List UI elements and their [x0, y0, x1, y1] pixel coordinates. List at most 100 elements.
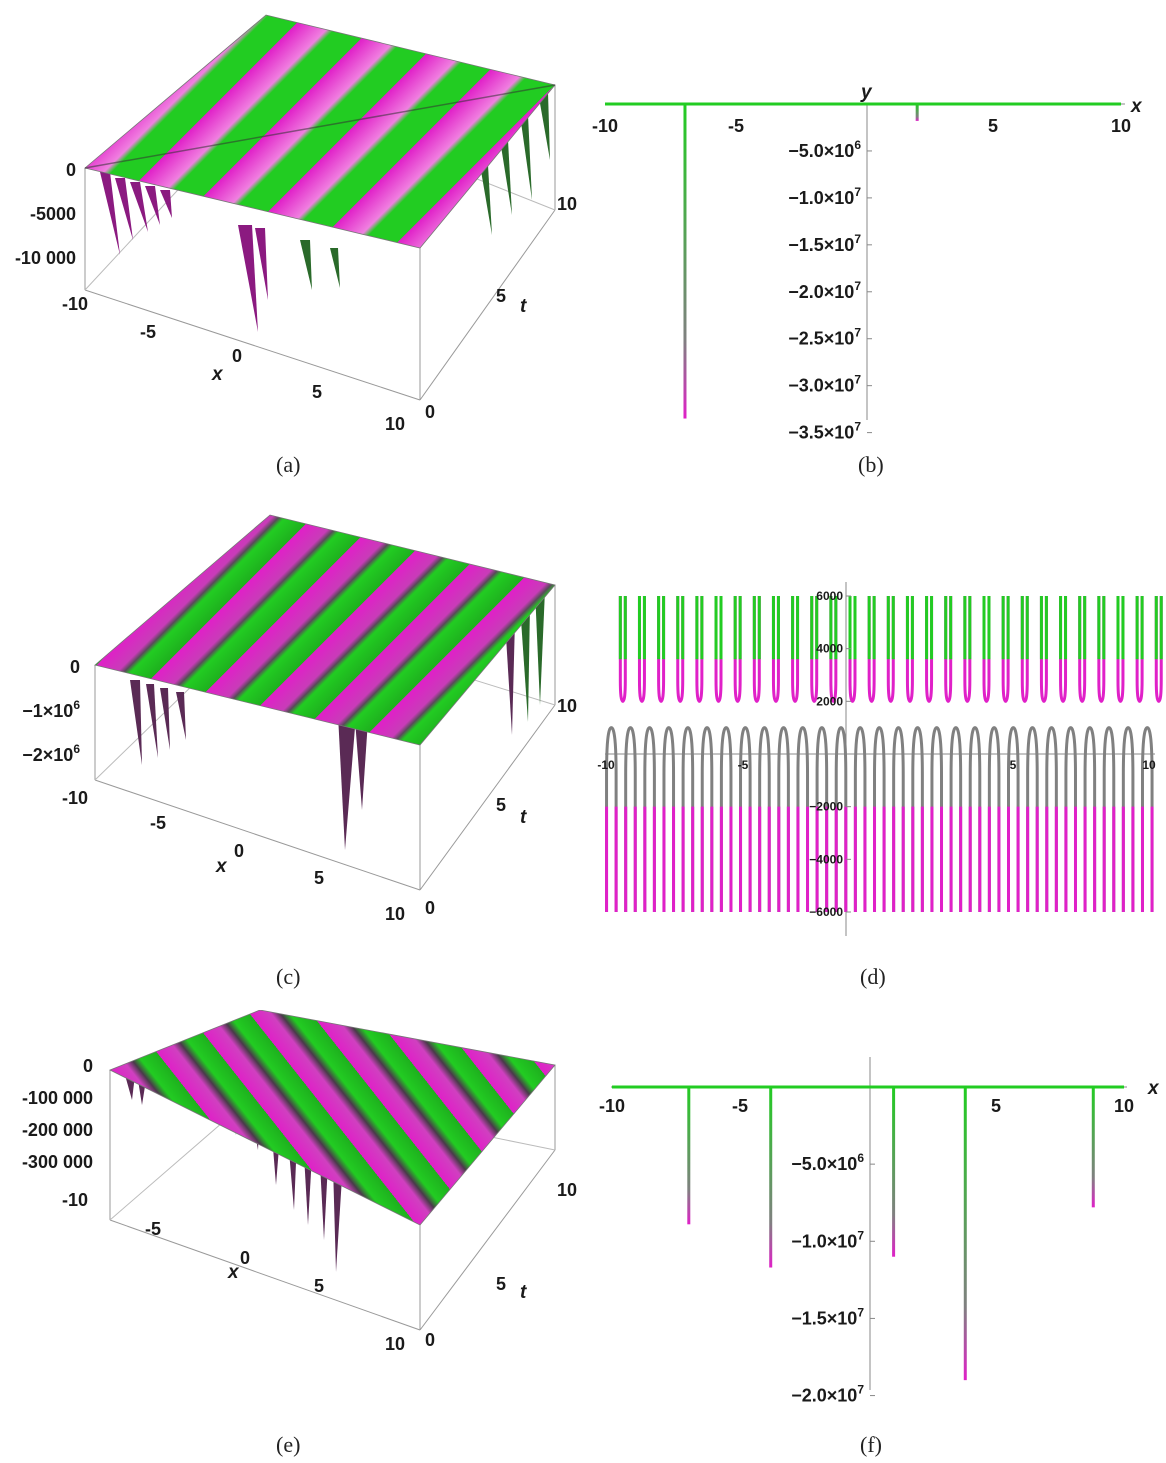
chart-b-ytick-label: −2.5×107 [788, 326, 861, 349]
chart-b-xtick-2: 5 [988, 116, 998, 136]
chart-a-ztick-1: -5000 [30, 204, 76, 224]
chart-a-xtick-1: -5 [140, 322, 156, 342]
chart-b-plot: −5.0×106 −1.0×107 −1.5×107 −2.0×107 −2.5×107… [592, 82, 1143, 440]
chart-f-ytick-label: −2.0×107 [791, 1383, 864, 1406]
chart-b-ytick-label: −1.0×107 [788, 185, 861, 208]
chart-d-ytick-label: −2000 [809, 800, 843, 814]
chart-f-spike [892, 1087, 896, 1257]
chart-d-gray-arc [796, 726, 810, 912]
chart-c-ztick-2: −-22×106 [22, 742, 80, 765]
chart-f-xtick-0: -10 [599, 1096, 625, 1116]
chart-b-ylabel: y [860, 82, 873, 103]
chart-c-xtick-2: 0 [234, 841, 244, 861]
chart-d-magenta-u [1135, 596, 1144, 703]
caption-b: (b) [858, 452, 884, 477]
chart-d-ytick-label: 4000 [816, 642, 843, 656]
chart-c-ttick-2: 10 [557, 696, 577, 716]
chart-d-magenta-u [1039, 596, 1048, 703]
chart-a-ztick-0: 0 [66, 160, 76, 180]
chart-b-spike [683, 104, 687, 419]
chart-d-gray-arc [681, 726, 695, 912]
chart-c-xtick-4: 10 [385, 904, 405, 924]
chart-a-xtick-2: 0 [232, 346, 242, 366]
chart-d-gray-arc [834, 726, 848, 912]
chart-a-ttick-0: 0 [425, 402, 435, 422]
chart-d-magenta-u [771, 596, 780, 703]
chart-d-magenta-u [1078, 596, 1087, 703]
chart-d-gray-arc [624, 726, 637, 912]
chart-d-ytick-label: 2000 [816, 694, 843, 708]
chart-c-ttick-1: 5 [496, 795, 506, 815]
chart-b-spike [915, 104, 919, 121]
chart-d-magenta-u [637, 596, 646, 703]
chart-c-tlabel: t [520, 807, 527, 828]
chart-d-gray-arc [758, 726, 771, 912]
chart-d-gray-arc [719, 726, 733, 912]
chart-e-ztick-2: -200 000 [22, 1120, 93, 1140]
chart-a-spikes [100, 92, 550, 332]
chart-d-magenta-u [848, 596, 857, 703]
chart-d-gray-arc [892, 726, 905, 912]
chart-d-magenta-u [829, 596, 838, 703]
chart-d-ytick-label: 6000 [816, 589, 843, 603]
chart-b-xlabel: x [1130, 96, 1143, 117]
chart-e-ttick-1: 5 [496, 1274, 506, 1294]
chart-b-ytick-label: −3.5×107 [788, 420, 861, 440]
chart-a-ztick-2: -10 000 [15, 248, 76, 268]
chart-d-magenta-u [1154, 596, 1163, 703]
chart-d-ytick-label: −4000 [809, 852, 843, 866]
chart-d-gray-arc [1140, 726, 1154, 912]
chart-d-magenta-u [982, 596, 991, 703]
chart-d-gray-arc [1083, 726, 1097, 912]
chart-f-spike [963, 1087, 967, 1381]
chart-d-magenta-u [810, 596, 819, 703]
chart-e-xtick-3: 5 [314, 1276, 324, 1296]
chart-c-xtick-0: -10 [62, 788, 88, 808]
chart-d-gray-arc [968, 726, 982, 912]
chart-d-magenta-u [1059, 596, 1068, 703]
chart-a-surface: 0 -5000 -10 000 -10 -5 0 5 10 x 0 5 10 t [15, 14, 577, 434]
chart-e-xlabel: x [227, 1262, 240, 1283]
chart-e-ztick-0: 0 [83, 1056, 93, 1076]
chart-d-magenta-u [618, 596, 627, 703]
chart-d-gray-arc [853, 726, 867, 912]
chart-a-xtick-4: 10 [385, 414, 405, 434]
chart-d-xtick-2: 5 [1010, 758, 1017, 772]
chart-e-ttick-2: 10 [557, 1180, 577, 1200]
chart-c-xtick-3: 5 [314, 868, 324, 888]
chart-e-xtick-1: -5 [145, 1219, 161, 1239]
chart-b-ytick-label: −3.0×107 [788, 373, 861, 396]
chart-d-magenta-u [676, 596, 685, 703]
chart-c-ztick-1: −-11×106 [22, 698, 80, 721]
chart-a-xtick-0: -10 [62, 294, 88, 314]
chart-f-xtick-3: 10 [1114, 1096, 1134, 1116]
chart-d-magenta-u [752, 596, 761, 703]
chart-c-xtick-1: -5 [150, 813, 166, 833]
chart-f-xtick-2: 5 [991, 1096, 1001, 1116]
chart-d-ytick-label: −6000 [809, 905, 843, 919]
chart-e-ztick-3: -300 000 [22, 1152, 93, 1172]
chart-d-gray-arc [662, 726, 676, 912]
chart-f-ytick-label: −1.0×107 [791, 1228, 864, 1251]
chart-b-ytick-label: −2.0×107 [788, 279, 861, 302]
chart-f-xlabel: x [1147, 1078, 1160, 1099]
chart-d-magenta-u [1001, 596, 1010, 703]
chart-d-magenta-u [944, 596, 953, 703]
chart-d-magenta-u [695, 596, 704, 703]
chart-d-xtick-3: 10 [1142, 758, 1156, 772]
chart-d-magenta-u [963, 596, 972, 703]
chart-e-xtick-0: -10 [62, 1190, 88, 1210]
chart-b-ytick-label: −5.0×106 [788, 138, 861, 161]
chart-f-ytick-label: −5.0×106 [791, 1151, 864, 1174]
chart-f-spike [769, 1087, 773, 1268]
chart-d-gray-arc [605, 726, 618, 912]
chart-e-ttick-0: 0 [425, 1330, 435, 1350]
chart-e-xtick-4: 10 [385, 1334, 405, 1354]
chart-d-magenta-u [1097, 596, 1106, 703]
chart-d-magenta-u [1116, 596, 1125, 703]
chart-c-surface: 0 −-11×106 −-22×106 -10 -5 0 5 10 x 0 5 … [22, 514, 577, 924]
caption-a: (a) [276, 452, 301, 477]
chart-d-magenta-u [925, 596, 934, 703]
chart-d-gray-arc [815, 726, 829, 912]
chart-a-ttick-1: 5 [496, 286, 506, 306]
